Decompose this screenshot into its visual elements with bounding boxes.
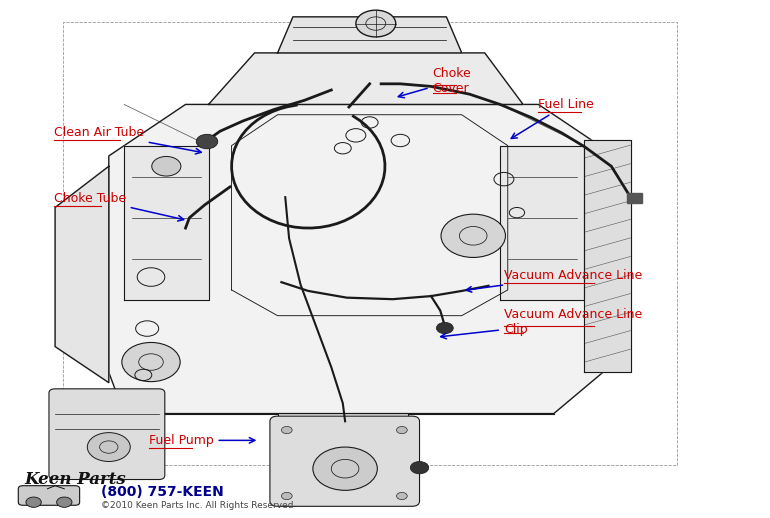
FancyBboxPatch shape	[18, 486, 79, 505]
Circle shape	[122, 342, 180, 382]
Polygon shape	[627, 193, 642, 204]
Polygon shape	[109, 105, 615, 413]
Polygon shape	[124, 146, 209, 300]
Circle shape	[152, 156, 181, 176]
Polygon shape	[209, 53, 523, 105]
Circle shape	[196, 134, 218, 149]
Circle shape	[281, 493, 292, 499]
Polygon shape	[55, 166, 109, 383]
Circle shape	[313, 447, 377, 491]
Circle shape	[57, 497, 72, 507]
Circle shape	[397, 493, 407, 499]
Circle shape	[397, 426, 407, 434]
Text: ©2010 Keen Parts Inc. All Rights Reserved: ©2010 Keen Parts Inc. All Rights Reserve…	[101, 501, 293, 510]
Circle shape	[410, 462, 429, 474]
Circle shape	[87, 433, 130, 462]
Circle shape	[356, 10, 396, 37]
Circle shape	[437, 322, 454, 334]
Text: (800) 757-KEEN: (800) 757-KEEN	[101, 485, 224, 499]
Text: Choke
Cover: Choke Cover	[398, 67, 471, 98]
Text: Fuel Line: Fuel Line	[511, 98, 594, 138]
Polygon shape	[584, 140, 631, 372]
Text: Vacuum Advance Line: Vacuum Advance Line	[466, 269, 642, 292]
Polygon shape	[278, 17, 462, 53]
Text: Keen Parts: Keen Parts	[25, 471, 126, 488]
Circle shape	[441, 214, 505, 257]
Circle shape	[26, 497, 42, 507]
Circle shape	[281, 426, 292, 434]
Text: Vacuum Advance Line
Clip: Vacuum Advance Line Clip	[440, 308, 642, 339]
Polygon shape	[500, 146, 584, 300]
FancyBboxPatch shape	[270, 416, 420, 506]
Text: Choke Tube: Choke Tube	[54, 192, 183, 221]
Text: Clean Air Tube: Clean Air Tube	[54, 126, 201, 154]
Text: Fuel Pump: Fuel Pump	[149, 434, 255, 447]
FancyBboxPatch shape	[49, 389, 165, 480]
